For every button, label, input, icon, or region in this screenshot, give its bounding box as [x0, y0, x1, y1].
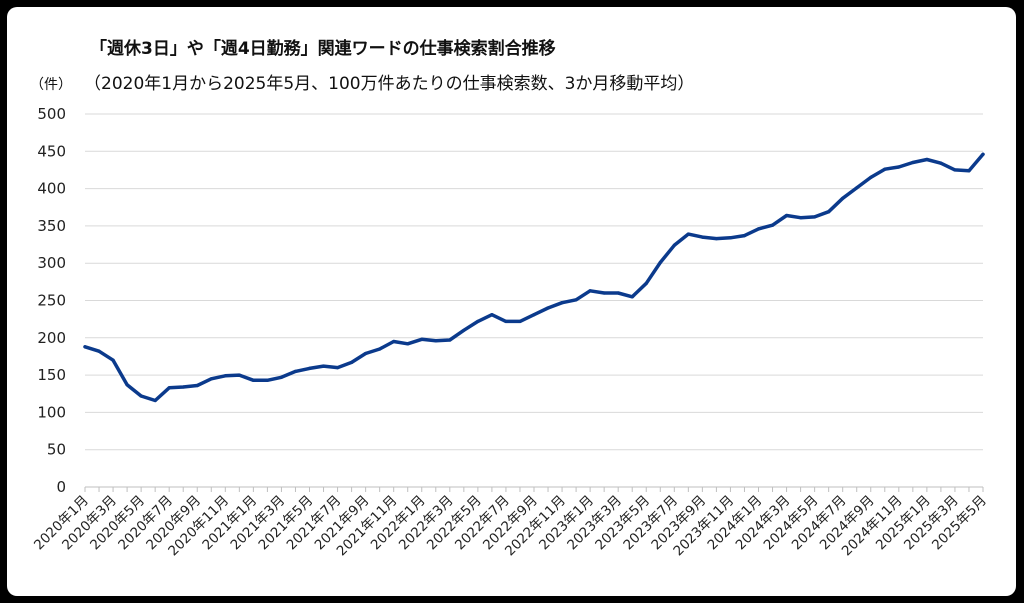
- series-line: [83, 152, 985, 403]
- y-axis: 0 50 100 150 200 250 300 350 400 450 500: [37, 105, 66, 496]
- data-point: [420, 337, 424, 341]
- data-point: [392, 339, 396, 344]
- data-point: [448, 338, 452, 342]
- chart-card: 「週休3日」や「週4日勤務」関連ワードの仕事検索割合推移 （件） （2020年1…: [7, 7, 1016, 596]
- data-point: [799, 216, 803, 220]
- data-point: [195, 383, 199, 388]
- data-point: [841, 196, 845, 200]
- y-tick-label: 500: [37, 105, 66, 123]
- data-point: [770, 223, 775, 227]
- data-point: [251, 378, 255, 382]
- data-point: [209, 377, 213, 381]
- y-tick-label: 400: [37, 180, 66, 198]
- data-point: [728, 236, 733, 240]
- data-point: [855, 186, 859, 190]
- data-point: [223, 374, 227, 378]
- y-tick-label: 150: [37, 366, 66, 384]
- data-point: [939, 161, 943, 165]
- y-tick-label: 50: [47, 441, 66, 459]
- data-point: [237, 373, 241, 377]
- data-point: [532, 313, 536, 317]
- data-point: [125, 383, 129, 387]
- data-point: [658, 260, 662, 265]
- data-point: [490, 313, 494, 317]
- data-point: [434, 339, 438, 343]
- data-point: [321, 364, 326, 368]
- y-tick-label: 0: [56, 478, 66, 496]
- data-point: [167, 386, 171, 390]
- x-axis: 2020年1月2020年3月2020年5月2020年7月2020年9月2020年…: [31, 486, 990, 559]
- data-point: [630, 295, 634, 299]
- data-point: [518, 319, 522, 323]
- data-point: [785, 213, 789, 218]
- y-tick-label: 300: [37, 254, 66, 272]
- data-point: [714, 237, 719, 241]
- data-point: [813, 215, 817, 219]
- series-layer: [83, 152, 985, 403]
- data-point: [350, 360, 354, 364]
- data-point: [546, 306, 550, 310]
- data-point: [616, 291, 620, 295]
- y-tick-label: 350: [37, 217, 66, 235]
- data-point: [181, 385, 185, 389]
- data-point: [336, 366, 340, 370]
- data-point: [279, 375, 283, 379]
- line-chart: 「週休3日」や「週4日勤務」関連ワードの仕事検索割合推移 （件） （2020年1…: [30, 38, 990, 559]
- data-point: [911, 160, 915, 165]
- y-tick-label: 200: [37, 329, 66, 347]
- data-point: [462, 328, 466, 332]
- data-point: [588, 289, 592, 293]
- chart-title: 「週休3日」や「週4日勤務」関連ワードの仕事検索割合推移: [90, 38, 556, 59]
- data-point: [756, 227, 761, 231]
- data-point: [83, 345, 87, 349]
- data-point: [293, 369, 298, 373]
- data-point: [574, 298, 578, 302]
- data-point: [111, 358, 115, 362]
- data-point: [925, 157, 929, 162]
- data-point: [827, 210, 831, 214]
- y-tick-label: 100: [37, 403, 66, 421]
- data-point: [476, 319, 480, 323]
- data-point: [883, 167, 887, 171]
- chart-subtitle: （2020年1月から2025年5月、100万件あたりの仕事検索数、3か月移動平均…: [84, 74, 694, 94]
- data-point: [406, 342, 410, 346]
- data-point: [981, 152, 985, 156]
- data-point: [139, 394, 143, 398]
- data-point: [560, 301, 564, 305]
- data-point: [378, 347, 382, 351]
- y-tick-label: 450: [37, 142, 66, 160]
- data-point: [742, 234, 747, 238]
- data-point: [967, 169, 971, 173]
- data-point: [869, 175, 873, 179]
- data-point: [700, 235, 705, 239]
- data-point: [897, 165, 901, 169]
- y-axis-unit-label: （件）: [30, 77, 72, 93]
- data-point: [644, 281, 648, 285]
- data-point: [153, 398, 157, 403]
- y-tick-label: 250: [37, 292, 66, 310]
- data-point: [953, 168, 957, 172]
- data-point: [97, 349, 101, 353]
- data-point: [307, 366, 312, 370]
- data-point: [265, 378, 269, 382]
- data-point: [672, 243, 676, 247]
- data-point: [364, 351, 368, 356]
- data-point: [602, 291, 606, 295]
- data-point: [504, 319, 508, 323]
- gridlines: [85, 113, 983, 451]
- data-point: [686, 232, 690, 236]
